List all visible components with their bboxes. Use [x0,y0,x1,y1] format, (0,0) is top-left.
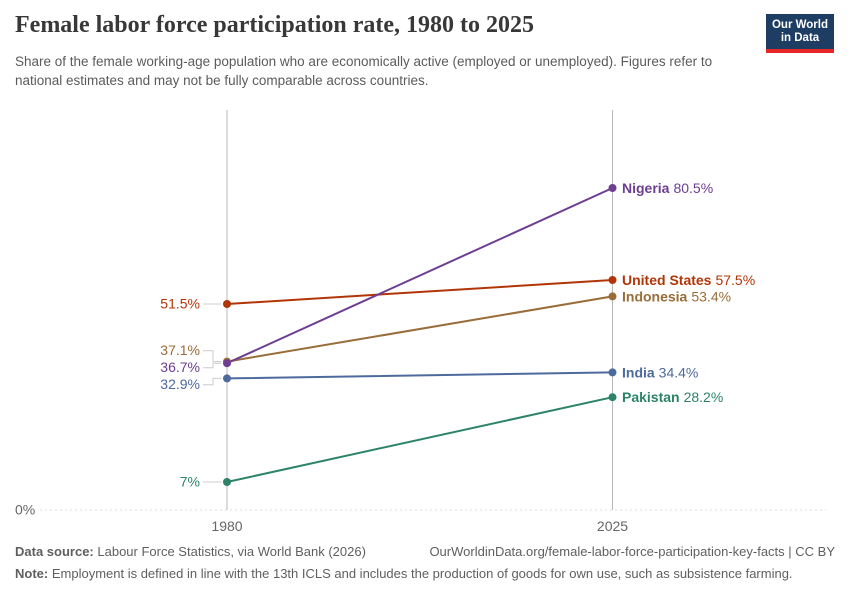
start-value-label-pakistan: 7% [180,474,200,490]
point-nigeria-1980[interactable] [223,359,231,368]
start-value-label-india: 32.9% [160,376,200,392]
point-nigeria-2025[interactable] [608,184,617,192]
owid-logo-line1: Our World [771,19,828,31]
start-label-leader-india [203,377,222,386]
end-label-pakistan[interactable]: Pakistan 28.2% [622,389,723,405]
start-label-leader-indonesia [203,350,222,363]
series-line-nigeria[interactable] [226,187,614,365]
owid-logo-line2: in Data [780,32,820,44]
x-tick-label-2025: 2025 [597,518,628,534]
point-india-2025[interactable] [608,368,617,377]
owid-logo[interactable]: Our World in Data [766,14,834,53]
point-united-states-1980[interactable] [223,300,231,308]
start-label-leader-nigeria [203,362,222,369]
page-title: Female labor force participation rate, 1… [15,12,534,38]
end-label-india[interactable]: India 34.4% [622,364,698,380]
series-line-united-states[interactable] [226,279,614,305]
note-text: Note: Employment is defined in line with… [15,566,793,581]
series-line-india[interactable] [226,371,614,380]
start-value-label-nigeria: 36.7% [160,359,200,375]
y-axis-baseline-label: 0% [15,502,35,518]
point-pakistan-1980[interactable] [223,478,231,486]
start-value-label-united-states: 51.5% [160,296,200,312]
point-pakistan-2025[interactable] [608,393,617,402]
point-indonesia-2025[interactable] [608,292,617,301]
point-united-states-2025[interactable] [608,276,617,284]
chart-footer: Data source: Labour Force Statistics, vi… [15,544,835,582]
x-tick-label-1980: 1980 [211,518,242,534]
point-india-1980[interactable] [223,374,231,383]
chart-subtitle: Share of the female working-age populati… [15,54,713,88]
note-label: Note: [15,566,49,581]
end-label-united-states[interactable]: United States 57.5% [622,272,755,288]
end-label-nigeria[interactable]: Nigeria 80.5% [622,180,713,196]
attribution-link[interactable]: OurWorldinData.org/female-labor-force-pa… [429,544,835,559]
end-label-indonesia[interactable]: Indonesia 53.4% [622,288,731,304]
series-line-indonesia[interactable] [226,295,614,363]
series-line-pakistan[interactable] [226,396,614,483]
start-value-label-indonesia: 37.1% [160,342,200,358]
data-source-text: Data source: Labour Force Statistics, vi… [15,544,366,559]
data-source-label: Data source: [15,544,94,559]
